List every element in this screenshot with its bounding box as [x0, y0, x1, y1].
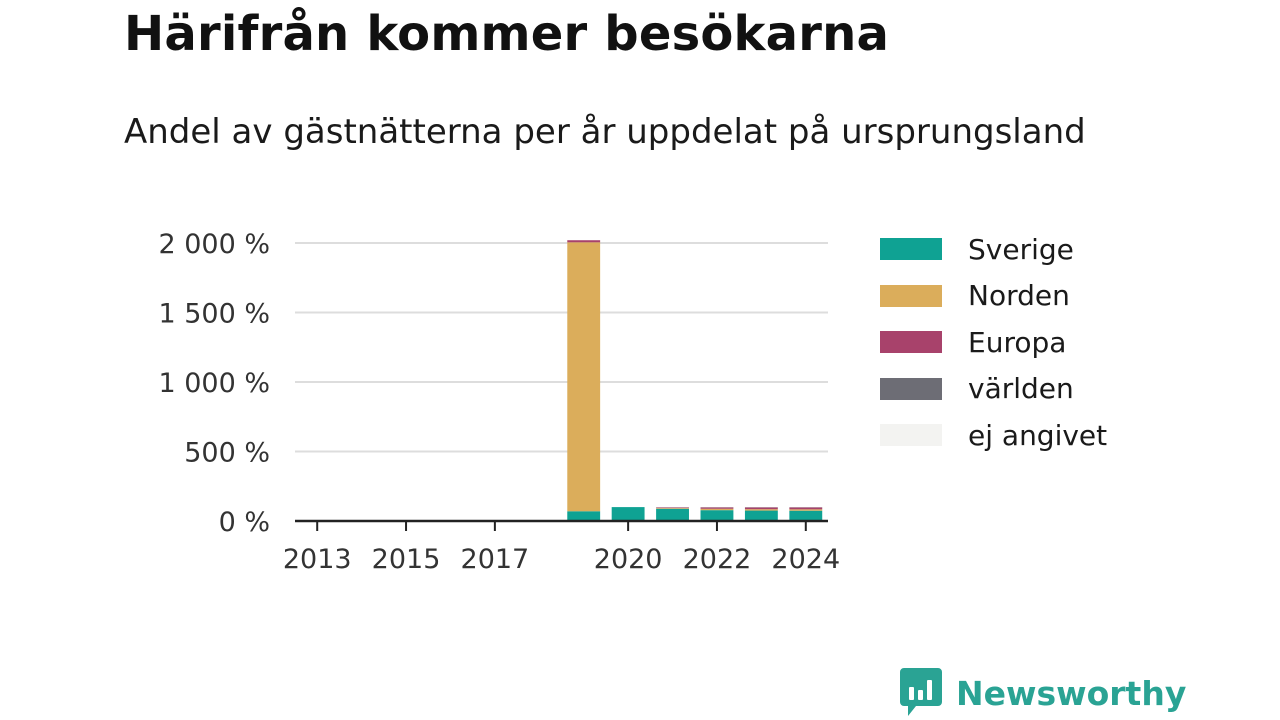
- newsworthy-logo-icon: [900, 668, 942, 716]
- gridlines: [295, 242, 828, 453]
- bar-segment-Sverige-2021: [656, 508, 689, 521]
- legend-item: ej angivet: [880, 412, 1107, 459]
- axes: [295, 519, 828, 531]
- legend-label: världen: [968, 372, 1074, 406]
- y-tick-label: 2 000 %: [158, 229, 270, 260]
- bar-segment-Sverige-2019: [567, 511, 601, 521]
- chart-title: Härifrån kommer besökarna: [124, 6, 890, 62]
- legend-item: Norden: [880, 273, 1107, 320]
- bar-segment-Europa-2019: [567, 240, 601, 243]
- bar-segment-Sverige-2022: [700, 510, 734, 521]
- bar-segment-Sverige-2020: [611, 507, 645, 521]
- legend-swatch: [880, 424, 942, 447]
- legend-item: världen: [880, 366, 1107, 413]
- bar-segment-Norden-2021: [656, 508, 689, 509]
- x-tick-label: 2020: [594, 544, 663, 575]
- bar-segment-Europa-2022: [700, 507, 734, 509]
- y-tick-label: 0 %: [219, 507, 270, 538]
- y-tick-label: 1 000 %: [158, 368, 270, 399]
- x-tick-label: 2015: [372, 544, 441, 575]
- brand-name: Newsworthy: [956, 673, 1187, 713]
- x-tick-label: 2017: [461, 544, 530, 575]
- bar-segment-Sverige-2023: [744, 510, 778, 521]
- legend-label: Europa: [968, 325, 1067, 359]
- bar-segment-Norden-2019: [567, 242, 601, 512]
- x-tick-label: 2024: [771, 544, 840, 575]
- bar-segment-Europa-2021: [656, 507, 689, 509]
- legend-label: Sverige: [968, 232, 1074, 266]
- legend-swatch: [880, 238, 942, 261]
- legend-swatch: [880, 331, 942, 354]
- chart-subtitle: Andel av gästnätterna per år uppdelat på…: [124, 112, 1086, 152]
- bar-segment-Norden-2024: [789, 509, 823, 511]
- y-tick-label: 500 %: [184, 438, 270, 469]
- legend-item: Europa: [880, 319, 1107, 366]
- y-tick-label: 1 500 %: [158, 299, 270, 330]
- legend: Sverige Norden Europa världen ej angivet: [880, 226, 1107, 459]
- x-tick-label: 2022: [683, 544, 752, 575]
- legend-label: ej angivet: [968, 418, 1108, 452]
- brand-logo: Newsworthy: [900, 668, 1186, 718]
- legend-item: Sverige: [880, 226, 1107, 273]
- legend-label: Norden: [968, 279, 1070, 313]
- legend-swatch: [880, 284, 942, 307]
- bars: [567, 240, 823, 521]
- x-tick-label: 2013: [283, 544, 352, 575]
- bar-segment-Norden-2023: [744, 509, 778, 511]
- bar-segment-Europa-2024: [789, 507, 823, 510]
- bar-segment-Sverige-2024: [789, 510, 823, 521]
- legend-swatch: [880, 377, 942, 400]
- bar-segment-Norden-2022: [700, 508, 734, 511]
- bar-segment-Europa-2023: [744, 507, 778, 510]
- tick-labels: 0 % 500 % 1 000 % 1 500 % 2 000 % 2013 2015 201…: [158, 229, 840, 575]
